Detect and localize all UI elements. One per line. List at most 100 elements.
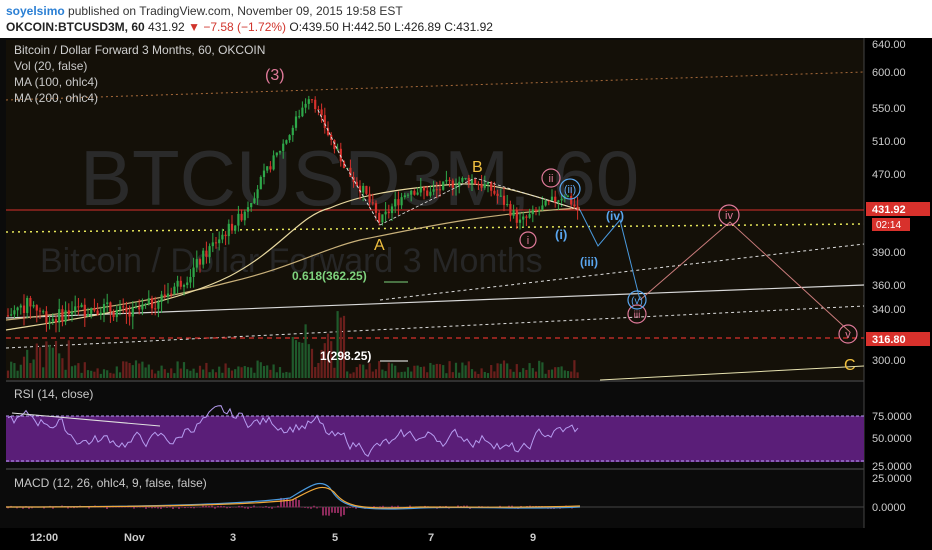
candle-body (211, 242, 214, 247)
volume-bar (467, 361, 470, 378)
candle-body (250, 202, 253, 208)
indicator-vol[interactable]: Vol (20, false) (14, 59, 87, 73)
candle-body (435, 189, 438, 191)
volume-bar (464, 365, 467, 378)
macd-pane[interactable] (6, 470, 864, 524)
volume-bar (115, 366, 118, 378)
candle-body (58, 309, 61, 323)
volume-bar (314, 366, 317, 378)
candle-body (35, 305, 38, 311)
macd-hist-bar (268, 507, 270, 509)
rsi-trendline[interactable] (11, 412, 161, 427)
volume-bar (554, 367, 557, 378)
volume-bar (141, 361, 144, 378)
macd-hist-bar (52, 507, 54, 509)
candle-body (288, 135, 291, 141)
volume-bar (531, 368, 534, 378)
candle-body (442, 181, 445, 190)
volume-bar (134, 360, 138, 378)
volume-bars (6, 311, 579, 378)
published-text: published on TradingView.com, November 0… (68, 4, 403, 18)
volume-bar (342, 315, 346, 378)
top-channel-line[interactable] (5, 71, 865, 101)
candle-body (390, 206, 394, 214)
volume-bar (298, 342, 301, 378)
volume-bar (541, 362, 544, 378)
macd-hist-bar (154, 507, 156, 509)
high-value: H:442.50 (342, 20, 391, 34)
candle-body (48, 321, 51, 324)
volume-bar (525, 369, 528, 378)
chart-canvas[interactable]: BTCUSD3M, 60 Bitcoin / Dollar Forward 3 … (0, 38, 932, 550)
candle-body (339, 148, 342, 162)
indicator-ma100[interactable]: MA (100, ohlc4) (14, 75, 98, 89)
support-dotted-yellow[interactable] (5, 223, 865, 233)
volume-bar (195, 372, 198, 378)
macd-hist-bar (280, 497, 282, 508)
candle-body (454, 186, 458, 188)
volume-bar (477, 373, 480, 378)
symbol-label[interactable]: OKCOIN:BTCUSD3M, 60 (6, 20, 145, 34)
candle-body (355, 181, 358, 186)
time-tick: 5 (332, 532, 338, 544)
volume-bar (470, 369, 474, 378)
volume-bar (323, 343, 326, 378)
volume-bar (301, 342, 304, 378)
macd-hist-bar (340, 507, 342, 517)
volume-bar (573, 360, 576, 378)
trendline-dashed-low[interactable] (5, 305, 865, 349)
candle-body (16, 307, 19, 311)
volume-bar (547, 369, 550, 378)
candle-body (451, 180, 454, 188)
candle-body (77, 306, 80, 308)
candle-body (64, 310, 67, 322)
price-axis-labels: 640.00 600.00 550.00 510.00 470.00 431.9… (866, 39, 930, 367)
candle-body (406, 194, 410, 196)
volume-bar (310, 348, 314, 378)
candle-body (448, 179, 451, 181)
candle-body (566, 196, 570, 198)
rsi-title[interactable]: RSI (14, close) (14, 387, 93, 401)
macd-hist-bar (346, 507, 348, 509)
volume-bar (368, 363, 371, 378)
candle-body (144, 303, 147, 305)
candle-body (93, 308, 96, 311)
volume-bar (198, 365, 202, 378)
macd-hist-bar (67, 507, 69, 509)
c-target-line[interactable] (599, 365, 865, 381)
candle-body (83, 304, 86, 317)
volume-bar (480, 368, 483, 378)
candle-body (54, 318, 58, 323)
volume-bar (397, 372, 400, 378)
price-axis[interactable] (864, 38, 932, 528)
author-link[interactable]: soyelsimo (6, 4, 65, 18)
volume-bar (61, 358, 64, 378)
candle-body (192, 267, 195, 278)
volume-bar (170, 368, 173, 378)
candle-body (512, 210, 515, 216)
candle-body (272, 155, 275, 170)
volume-bar (522, 368, 525, 378)
volume-bar (512, 371, 515, 378)
macd-hist-bar (238, 505, 240, 508)
macd-hist-bar (199, 507, 201, 508)
time-axis[interactable] (0, 528, 932, 550)
macd-hist-bar (331, 507, 333, 513)
volume-bar (234, 369, 237, 378)
volume-bar (499, 363, 502, 378)
watermark-description: Bitcoin / Dollar Forward 3 Months (40, 242, 543, 280)
macd-hist-bar (337, 507, 339, 513)
candle-body (195, 259, 198, 268)
candle-body (486, 182, 490, 185)
volume-bar (138, 363, 141, 378)
macd-hist-bar (28, 507, 30, 509)
wave-b-label: B (472, 159, 483, 176)
macd-title[interactable]: MACD (12, 26, ohlc4, 9, false, false) (14, 476, 207, 490)
indicator-ma200[interactable]: MA (200, ohlc4) (14, 91, 98, 105)
volume-bar (493, 371, 496, 378)
candle-body (70, 311, 74, 315)
volume-bar (192, 368, 195, 378)
trendline-white[interactable] (5, 284, 865, 319)
candle-body (189, 277, 192, 283)
candle-body (38, 310, 42, 312)
